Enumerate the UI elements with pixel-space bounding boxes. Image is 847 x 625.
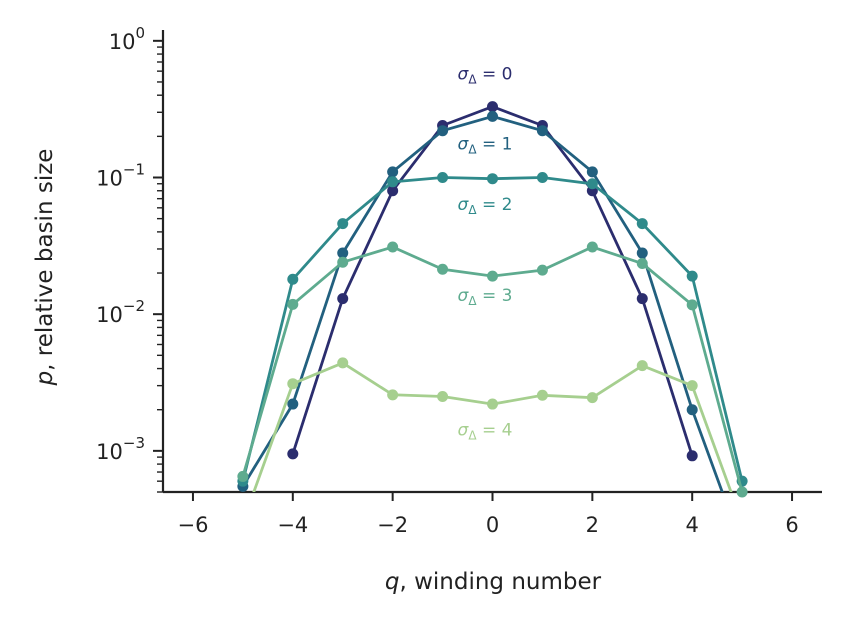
x-axis-text: , winding number	[399, 569, 601, 595]
series-label: σΔ = 2	[458, 195, 513, 217]
x-tick-label: −2	[377, 513, 408, 537]
x-tick-label: 2	[586, 513, 599, 537]
data-point	[636, 257, 648, 269]
series-label: σΔ = 4	[458, 420, 513, 442]
y-tick-label: 100	[109, 24, 145, 54]
series-4	[252, 357, 733, 492]
series-layer	[237, 101, 748, 498]
data-point	[487, 270, 498, 282]
data-point	[387, 166, 399, 178]
x-tick-label: 4	[686, 513, 699, 537]
data-point	[536, 389, 548, 401]
data-point	[586, 392, 598, 404]
series-3	[237, 241, 748, 498]
x-axis-var: q	[385, 569, 400, 595]
data-point	[287, 398, 299, 410]
data-point	[437, 263, 449, 275]
y-axis-title: p, relative basin size	[32, 149, 58, 387]
data-point	[287, 298, 299, 310]
data-point	[387, 389, 399, 401]
data-point	[437, 172, 449, 184]
data-point	[387, 241, 399, 253]
data-point	[337, 247, 349, 259]
data-point	[487, 173, 498, 185]
data-point	[487, 110, 498, 122]
data-point	[586, 178, 598, 190]
data-point	[536, 125, 548, 137]
data-point	[337, 256, 349, 268]
data-point	[287, 378, 299, 390]
data-point	[487, 101, 498, 113]
data-point	[536, 264, 548, 276]
data-point	[686, 450, 698, 462]
x-tick-label: −6	[177, 513, 208, 537]
y-tick-label: 10−2	[96, 297, 145, 327]
data-point	[536, 172, 548, 184]
y-tick-label: 10−1	[96, 161, 145, 191]
data-point	[287, 273, 299, 285]
data-point	[287, 448, 299, 460]
data-point	[487, 398, 498, 410]
x-tick-label: 0	[486, 513, 499, 537]
axes: −6 −4 −2 0 2 4 6 100 10−1 10−2 10−3	[96, 24, 822, 537]
series-line	[241, 245, 744, 492]
data-point	[387, 185, 399, 197]
y-axis-var: p	[32, 371, 58, 387]
data-point	[586, 166, 598, 178]
series-labels: σΔ = 0 σΔ = 1 σΔ = 2 σΔ = 3 σΔ = 4	[458, 65, 513, 443]
data-point	[337, 218, 349, 230]
series-label: σΔ = 3	[458, 286, 513, 308]
data-point	[736, 486, 748, 498]
data-point	[437, 390, 449, 402]
data-point	[686, 404, 698, 416]
x-tick-label: 6	[785, 513, 798, 537]
data-point	[237, 470, 249, 482]
data-point	[387, 176, 399, 188]
data-point	[586, 241, 598, 253]
data-point	[686, 380, 698, 392]
data-point	[437, 125, 449, 137]
series-label: σΔ = 1	[458, 135, 513, 157]
data-point	[337, 357, 349, 369]
x-axis-title: q, winding number	[385, 569, 602, 595]
data-point	[686, 299, 698, 311]
y-tick-label: 10−3	[96, 434, 145, 464]
series-1	[237, 110, 724, 492]
data-point	[636, 293, 648, 305]
data-point	[636, 218, 648, 230]
series-label: σΔ = 0	[458, 65, 513, 87]
data-point	[337, 293, 349, 305]
data-point	[636, 360, 648, 372]
y-axis-text: , relative basin size	[32, 149, 58, 371]
data-point	[636, 247, 648, 259]
data-point	[686, 270, 698, 282]
x-tick-label: −4	[277, 513, 308, 537]
